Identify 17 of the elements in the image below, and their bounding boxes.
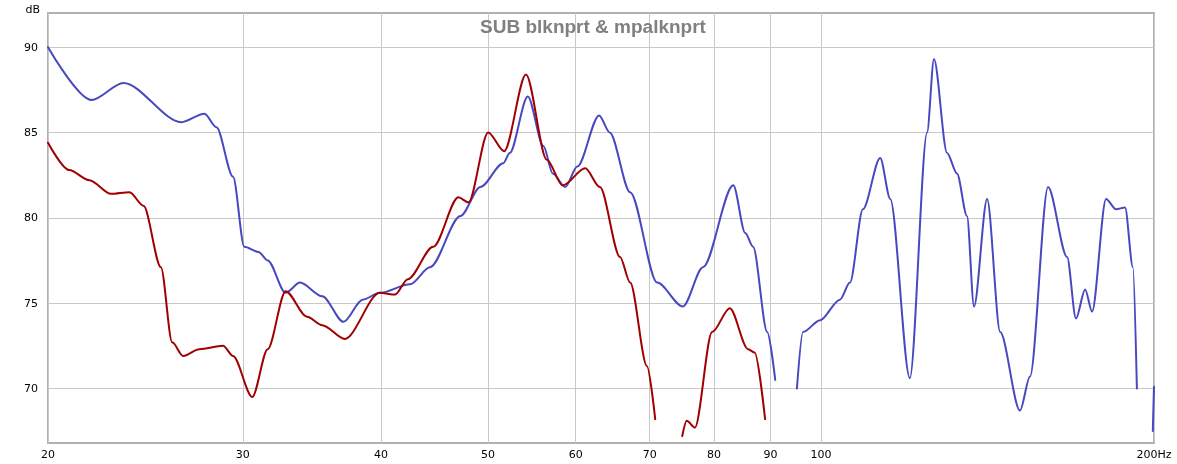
x-tick-label: 90 xyxy=(763,448,778,461)
x-tick-label: 80 xyxy=(706,448,721,461)
x-tick-label: 20 xyxy=(41,448,55,461)
x-tick-label: 200Hz xyxy=(1136,448,1172,461)
y-tick-label: 70 xyxy=(24,381,38,395)
x-tick-label: 50 xyxy=(481,448,496,461)
y-tick-label: 90 xyxy=(24,40,38,54)
y-axis-title: dB xyxy=(25,3,40,16)
x-tick-label: 60 xyxy=(568,448,583,461)
y-tick-label: 85 xyxy=(24,125,38,139)
chart-title: SUB blknprt & mpalknprt xyxy=(480,16,707,37)
x-tick-label: 30 xyxy=(235,448,250,461)
x-tick-label: 40 xyxy=(373,448,388,461)
x-tick-label: 100 xyxy=(810,448,832,461)
y-tick-label: 75 xyxy=(24,296,38,310)
y-tick-label: 80 xyxy=(24,211,38,225)
x-tick-label: 70 xyxy=(642,448,657,461)
